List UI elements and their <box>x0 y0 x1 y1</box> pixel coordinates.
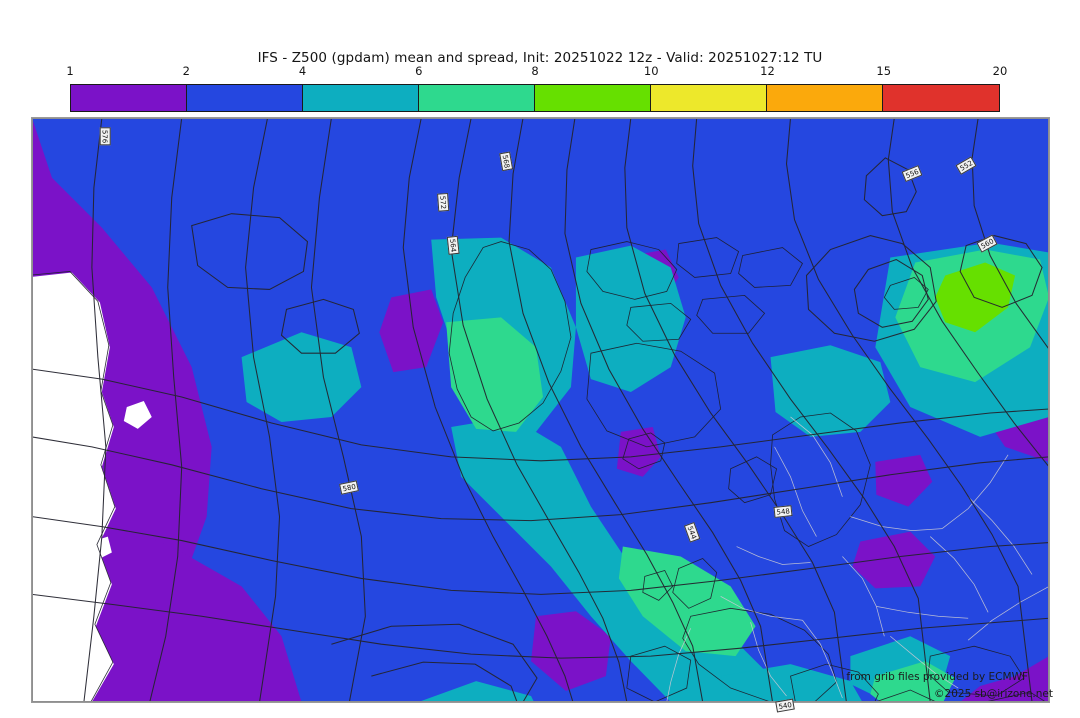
colorbar-tick-labels: 1 2 4 6 8 10 12 15 20 <box>66 64 1007 82</box>
colorbar-segment-12-15 <box>767 85 883 111</box>
colorbar-segment-6-8 <box>419 85 535 111</box>
contour-label-572: 572 <box>437 192 450 213</box>
colorbar: 1 2 4 6 8 10 12 15 20 <box>66 64 1007 112</box>
colorbar-tick-2: 2 <box>182 64 190 78</box>
colorbar-tick-4: 4 <box>298 64 307 78</box>
colorbar-segment-1-2 <box>71 85 187 111</box>
colorbar-segment-15-20 <box>883 85 999 111</box>
country-borders <box>666 416 1049 702</box>
map-panel[interactable] <box>31 117 1050 703</box>
colorbar-tick-20: 20 <box>992 64 1008 78</box>
map-canvas <box>32 118 1049 702</box>
colorbar-gradient <box>70 84 1000 112</box>
coastlines <box>32 237 1047 702</box>
contour-lines <box>32 118 1049 702</box>
contour-label-548: 548 <box>773 505 793 518</box>
colorbar-tick-6: 6 <box>415 64 423 78</box>
colorbar-segment-8-10 <box>535 85 651 111</box>
contour-label-540: 540 <box>775 698 796 713</box>
colorbar-tick-12: 12 <box>760 64 775 78</box>
colorbar-tick-8: 8 <box>531 64 539 78</box>
copyright-credit: ©2025 sb@irizone.net <box>934 688 1053 700</box>
land-mask-north-america <box>32 272 152 702</box>
colorbar-tick-1: 1 <box>66 64 74 78</box>
contour-label-564: 564 <box>446 235 460 256</box>
contour-label-576: 576 <box>99 127 111 146</box>
colorbar-segment-4-6 <box>303 85 419 111</box>
colorbar-segment-2-4 <box>187 85 303 111</box>
map-border <box>32 118 1049 702</box>
data-source-credit: from grib files provided by ECMWF <box>846 671 1028 683</box>
colorbar-tick-15: 15 <box>876 64 892 78</box>
colorbar-segment-10-12 <box>651 85 767 111</box>
colorbar-tick-10: 10 <box>643 64 659 78</box>
page-title: IFS - Z500 (gpdam) mean and spread, Init… <box>257 50 823 66</box>
